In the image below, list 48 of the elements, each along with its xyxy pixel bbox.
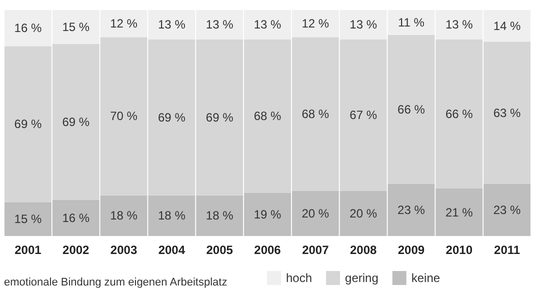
- data-label: 20 %: [350, 206, 378, 220]
- x-tick-label: 2001: [14, 243, 42, 257]
- data-label: 18 %: [110, 208, 138, 223]
- data-label: 70 %: [110, 109, 138, 124]
- x-tick-label: 2005: [206, 243, 234, 257]
- x-tick-label: 2003: [110, 243, 138, 257]
- data-label: 20 %: [302, 206, 330, 220]
- data-label: 18 %: [158, 208, 186, 223]
- x-tick-label: 2008: [350, 243, 377, 257]
- data-label: 13 %: [445, 18, 474, 32]
- data-label: 63 %: [493, 106, 522, 120]
- data-label: 13 %: [206, 18, 234, 32]
- data-label: 19 %: [254, 208, 282, 222]
- data-label: 69 %: [62, 114, 90, 129]
- data-label: 14 %: [493, 18, 522, 33]
- legend-label: hoch: [286, 271, 312, 285]
- x-tick-label: 2007: [302, 243, 330, 257]
- legend-title: emotionale Bindung zum eigenen Arbeitsplatz: [4, 276, 228, 288]
- x-tick-label: 2006: [254, 243, 282, 257]
- data-label: 69 %: [14, 117, 42, 132]
- data-label: 11 %: [398, 15, 425, 30]
- data-label: 67 %: [350, 108, 378, 122]
- data-label: 15 %: [62, 20, 90, 34]
- data-label: 66 %: [445, 106, 474, 121]
- data-label: 66 %: [398, 102, 426, 116]
- x-tick-label: 2011: [494, 243, 520, 257]
- data-label: 18 %: [206, 208, 234, 223]
- legend-label: gering: [345, 271, 378, 285]
- data-label: 13 %: [254, 18, 282, 32]
- data-label: 21 %: [445, 205, 474, 220]
- legend-label: keine: [411, 271, 440, 285]
- data-label: 12 %: [110, 16, 138, 31]
- data-label: 69 %: [206, 110, 234, 124]
- data-label: 68 %: [254, 109, 282, 124]
- data-label: 16 %: [62, 210, 90, 225]
- x-tick-label: 2004: [158, 243, 186, 257]
- data-label: 23 %: [493, 203, 522, 218]
- x-tick-label: 2002: [62, 243, 90, 257]
- data-label: 15 %: [14, 212, 42, 226]
- data-label: 16 %: [14, 21, 42, 36]
- data-label: 69 %: [158, 110, 186, 124]
- data-label: 13 %: [350, 18, 378, 32]
- data-label: 12 %: [302, 16, 330, 31]
- x-tick-label: 2009: [398, 243, 425, 257]
- data-label: 68 %: [302, 106, 330, 121]
- data-label: 13 %: [158, 18, 186, 32]
- data-label: 23 %: [398, 203, 426, 218]
- x-tick-label: 2010: [446, 243, 473, 257]
